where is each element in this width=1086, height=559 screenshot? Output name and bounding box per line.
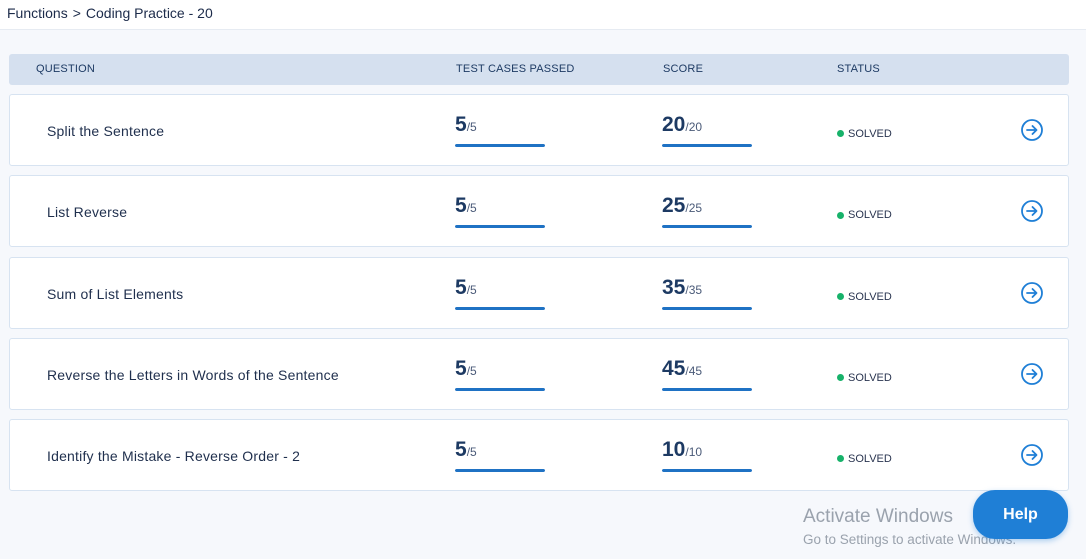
score-metric: 35/35 [662, 276, 752, 312]
question-title: Sum of List Elements [47, 285, 184, 302]
question-row[interactable]: Split the Sentence 5/5 20/20 SOLVED [9, 94, 1069, 166]
watermark-title: Activate Windows [803, 506, 953, 527]
status-label: SOLVED [848, 209, 892, 222]
question-row[interactable]: Identify the Mistake - Reverse Order - 2… [9, 419, 1069, 492]
header-status: STATUS [837, 63, 880, 75]
status-dot-icon [837, 130, 844, 138]
tests-passed-value: 5 [455, 113, 467, 136]
breadcrumb-separator: > [72, 5, 81, 21]
test-cases-metric: 5/5 [455, 438, 545, 474]
score-progress-fill [662, 469, 752, 473]
score-progress-bar [662, 387, 752, 391]
status-dot-icon [837, 455, 844, 463]
question-title: Split the Sentence [47, 123, 165, 139]
tests-passed-value: 5 [455, 356, 467, 380]
score-total-value: /35 [685, 282, 703, 297]
arrow-right-circle-icon[interactable] [1020, 118, 1044, 142]
arrow-right-circle-icon[interactable] [1020, 281, 1044, 305]
help-button[interactable]: Help [973, 490, 1068, 539]
test-cases-metric: 5/5 [455, 194, 545, 230]
question-row[interactable]: Sum of List Elements 5/5 35/35 SOLVED [9, 256, 1069, 329]
score-metric: 45/45 [662, 357, 752, 393]
tests-total-value: /5 [466, 445, 477, 460]
question-row[interactable]: List Reverse 5/5 25/25 SOLVED [9, 175, 1069, 248]
header-test-cases: TEST CASES PASSED [456, 63, 575, 75]
tests-progress-bar [455, 144, 545, 147]
status-dot-icon [837, 292, 844, 300]
status-label: SOLVED [848, 371, 892, 384]
test-cases-metric: 5/5 [455, 276, 545, 312]
score-value: 35 [662, 275, 686, 299]
table-header: QUESTION TEST CASES PASSED SCORE STATUS [9, 54, 1069, 85]
tests-progress-fill [455, 225, 545, 229]
status-badge: SOLVED [837, 206, 892, 224]
question-row[interactable]: Reverse the Letters in Words of the Sent… [9, 337, 1069, 410]
score-progress-bar [662, 225, 752, 229]
status-label: SOLVED [848, 290, 892, 303]
score-total-value: /25 [685, 201, 703, 216]
tests-progress-fill [455, 469, 545, 473]
score-progress-fill [662, 306, 752, 310]
tests-progress-fill [455, 306, 545, 310]
tests-progress-bar [455, 469, 545, 473]
question-title: Reverse the Letters in Words of the Sent… [47, 366, 339, 383]
arrow-right-circle-icon[interactable] [1020, 362, 1044, 386]
tests-total-value: /5 [466, 120, 477, 134]
arrow-right-circle-icon[interactable] [1020, 199, 1044, 223]
score-progress-bar [662, 306, 752, 310]
status-dot-icon [837, 374, 844, 382]
question-title: Identify the Mistake - Reverse Order - 2 [47, 448, 301, 465]
status-dot-icon [837, 211, 844, 219]
tests-progress-bar [455, 225, 545, 229]
status-label: SOLVED [848, 127, 892, 140]
tests-progress-fill [455, 144, 545, 147]
header-score: SCORE [663, 63, 704, 75]
top-bar: Functions > Coding Practice - 20 [0, 0, 1086, 30]
tests-progress-bar [455, 387, 545, 391]
score-value: 10 [662, 438, 686, 462]
score-progress-bar [662, 144, 752, 147]
score-total-value: /20 [685, 120, 703, 134]
status-badge: SOLVED [837, 288, 892, 306]
tests-total-value: /5 [466, 363, 477, 378]
score-value: 25 [662, 194, 686, 218]
activate-windows-watermark: Activate Windows Go to Settings to activ… [803, 506, 1016, 547]
question-list: Split the Sentence 5/5 20/20 SOLVED List… [9, 94, 1069, 500]
score-metric: 20/20 [662, 113, 752, 149]
status-badge: SOLVED [837, 125, 892, 143]
score-progress-fill [662, 144, 752, 147]
score-value: 45 [662, 356, 686, 380]
score-progress-bar [662, 469, 752, 473]
header-question: QUESTION [36, 63, 96, 75]
watermark-subtitle: Go to Settings to activate Windows. [803, 532, 1017, 547]
tests-total-value: /5 [466, 201, 477, 216]
score-progress-fill [662, 387, 752, 391]
score-metric: 10/10 [662, 438, 752, 474]
score-progress-fill [662, 225, 752, 229]
status-badge: SOLVED [837, 369, 892, 387]
breadcrumb: Functions > Coding Practice - 20 [7, 5, 213, 21]
test-cases-metric: 5/5 [455, 357, 545, 393]
score-total-value: /10 [685, 445, 703, 460]
tests-progress-fill [455, 387, 545, 391]
tests-passed-value: 5 [455, 438, 467, 462]
score-total-value: /45 [685, 363, 703, 378]
status-label: SOLVED [848, 452, 892, 465]
score-metric: 25/25 [662, 194, 752, 230]
tests-total-value: /5 [466, 282, 477, 297]
score-value: 20 [662, 113, 686, 136]
breadcrumb-current: Coding Practice - 20 [85, 5, 213, 21]
question-title: List Reverse [47, 204, 128, 221]
status-badge: SOLVED [837, 450, 892, 468]
tests-passed-value: 5 [455, 194, 467, 218]
tests-passed-value: 5 [455, 275, 467, 299]
tests-progress-bar [455, 306, 545, 310]
test-cases-metric: 5/5 [455, 113, 545, 149]
breadcrumb-parent-link[interactable]: Functions [7, 5, 68, 21]
arrow-right-circle-icon[interactable] [1020, 443, 1044, 467]
